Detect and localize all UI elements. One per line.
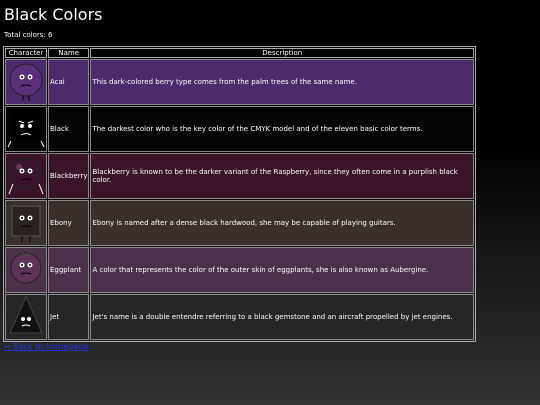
color-description: Blackberry is known to be the darker var… [90, 153, 474, 199]
column-header: Description [90, 48, 474, 58]
color-row: Blackberry Blackberry is known to be the … [5, 153, 474, 199]
color-description: A color that represents the color of the… [90, 247, 474, 293]
character-cell [5, 106, 47, 152]
color-row: Acai This dark-colored berry type comes f… [5, 59, 474, 105]
character-icon [8, 157, 44, 195]
color-description: Ebony is named after a dense black hardw… [90, 200, 474, 246]
color-name: Black [48, 106, 90, 152]
color-name: Ebony [48, 200, 90, 246]
back-link[interactable]: ← Back to homepage [4, 342, 89, 351]
character-icon [9, 295, 43, 334]
character-cell [5, 294, 47, 340]
color-row: Black The darkest color who is the key co… [5, 106, 474, 152]
header-row: Character Name Description [5, 48, 474, 58]
color-name: Blackberry [48, 153, 90, 199]
column-header: Character [5, 48, 47, 58]
character-cell [5, 59, 47, 105]
color-row: Eggplant A color that represents the colo… [5, 247, 474, 293]
color-description: Jet's name is a double entendre referrin… [90, 294, 474, 340]
character-icon [11, 205, 41, 242]
color-description: The darkest color who is the key color o… [90, 106, 474, 152]
character-cell [5, 153, 47, 199]
color-row: Jet Jet's name is a double entendre refer… [5, 294, 474, 340]
column-header: Name [48, 48, 90, 58]
character-cell [5, 200, 47, 246]
total-count: Total colors: 6 [4, 31, 53, 39]
character-icon [9, 63, 43, 101]
page-title: Black Colors [4, 5, 103, 24]
color-name: Acai [48, 59, 90, 105]
color-description: This dark-colored berry type comes from … [90, 59, 474, 105]
colors-table: Character Name Description Acai This dark-c… [3, 46, 476, 342]
character-icon [10, 251, 42, 284]
character-icon [7, 112, 45, 148]
color-name: Jet [48, 294, 90, 340]
color-name: Eggplant [48, 247, 90, 293]
table-body: Acai This dark-colored berry type comes f… [5, 59, 474, 340]
color-row: Ebony Ebony is named after a dense black … [5, 200, 474, 246]
character-cell [5, 247, 47, 293]
